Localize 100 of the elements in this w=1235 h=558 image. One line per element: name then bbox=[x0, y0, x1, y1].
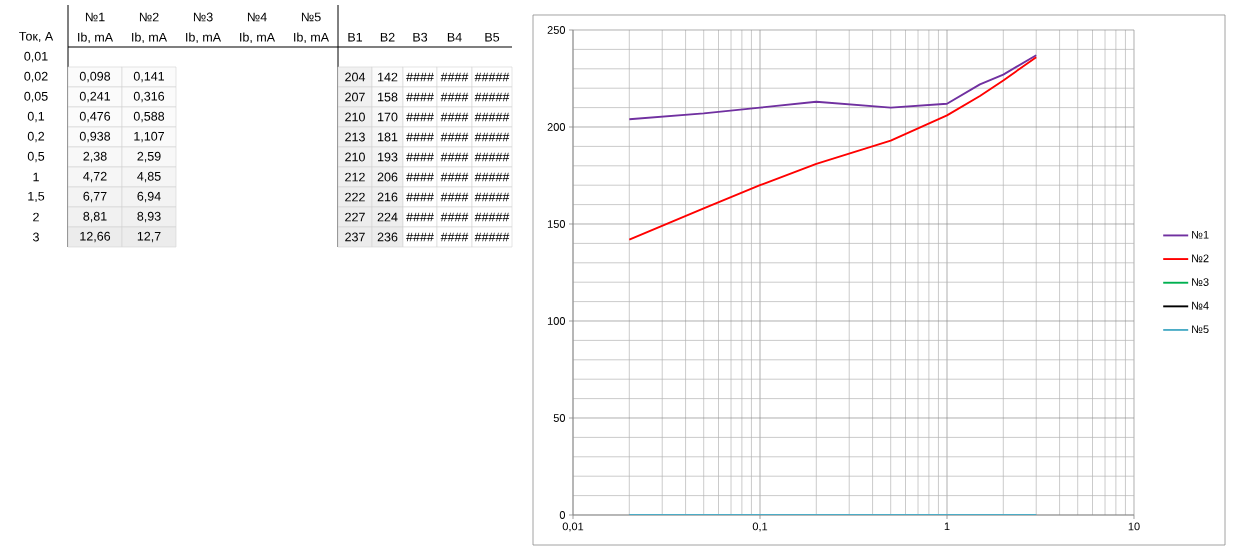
x-tick-label: 1 bbox=[944, 522, 950, 531]
y-tick-label: 0 bbox=[559, 511, 566, 519]
text: #### bbox=[440, 112, 469, 122]
data-label: 206 bbox=[377, 172, 398, 182]
x-tick-label: 10 bbox=[1128, 522, 1140, 531]
text: ##### bbox=[474, 192, 510, 202]
text: #### bbox=[406, 232, 434, 242]
x-tick-label: B1 bbox=[348, 32, 363, 42]
y-tick-label: 0,01 bbox=[24, 51, 48, 63]
legend-label: №2 bbox=[1192, 254, 1209, 263]
y-tick-label: 250 bbox=[547, 26, 566, 34]
y-tick-label: 1,5 bbox=[28, 191, 45, 203]
x-tick-label: Ib, mA bbox=[78, 32, 114, 44]
legend-label: №5 bbox=[1192, 325, 1209, 334]
y-tick-label: 3 bbox=[33, 232, 39, 242]
text: №3 bbox=[193, 12, 213, 22]
text: №2 bbox=[139, 12, 159, 22]
text: #### bbox=[406, 92, 434, 102]
data-label: 193 bbox=[378, 152, 398, 162]
data-label: 0,141 bbox=[133, 71, 165, 83]
data-label: 222 bbox=[345, 192, 365, 202]
text: #### bbox=[406, 192, 434, 202]
text: №5 bbox=[301, 12, 321, 22]
data-label: 236 bbox=[377, 232, 398, 242]
text: #### bbox=[440, 172, 469, 182]
data-label: 142 bbox=[378, 72, 398, 82]
text: #### bbox=[440, 232, 469, 242]
text: ##### bbox=[474, 72, 510, 82]
legend-label: №3 bbox=[1192, 278, 1209, 286]
y-tick-label: 50 bbox=[553, 414, 566, 422]
text: #### bbox=[406, 112, 434, 122]
text: #### bbox=[406, 172, 434, 182]
data-label: 0,098 bbox=[79, 71, 111, 83]
data-label: 227 bbox=[345, 212, 365, 222]
y-tick-label: 100 bbox=[547, 317, 566, 325]
text: ##### bbox=[474, 112, 510, 122]
legend-label: №4 bbox=[1192, 301, 1209, 310]
data-label: 4,72 bbox=[83, 171, 107, 183]
data-label: 224 bbox=[377, 212, 398, 222]
data-label: 0,938 bbox=[79, 131, 111, 143]
x-tick-label: 0,01 bbox=[562, 522, 584, 532]
text: ##### bbox=[474, 172, 510, 182]
data-label: 2,38 bbox=[83, 151, 107, 163]
legend-label: №1 bbox=[1192, 230, 1209, 239]
data-label: 0,588 bbox=[133, 111, 165, 123]
text: ##### bbox=[474, 212, 510, 222]
data-label: 2,59 bbox=[137, 151, 161, 163]
y-tick-label: 0,02 bbox=[24, 71, 48, 83]
data-label: 170 bbox=[378, 112, 398, 122]
x-tick-label: B2 bbox=[380, 32, 395, 42]
text: №4 bbox=[247, 12, 267, 22]
x-tick-label: B4 bbox=[447, 32, 462, 42]
x-tick-label: Ib, mA bbox=[186, 32, 222, 44]
y-tick-label: 0,5 bbox=[27, 151, 45, 163]
data-label: 210 bbox=[345, 152, 365, 162]
y-tick-label: 150 bbox=[547, 220, 566, 228]
data-label: 6,77 bbox=[83, 191, 107, 203]
text: #### bbox=[440, 192, 469, 202]
y-axis-title: Ток, A bbox=[19, 31, 54, 43]
y-tick-label: 0,2 bbox=[27, 131, 45, 143]
data-label: 4,85 bbox=[137, 171, 161, 183]
text: ##### bbox=[474, 132, 510, 142]
text: ##### bbox=[474, 232, 510, 242]
data-label: 12,7 bbox=[137, 231, 161, 243]
data-label: 213 bbox=[345, 132, 365, 142]
data-label: 8,81 bbox=[83, 211, 107, 223]
data-label: 207 bbox=[345, 92, 365, 102]
data-label: 12,66 bbox=[80, 231, 111, 243]
x-tick-label: B5 bbox=[485, 32, 500, 42]
data-label: 158 bbox=[378, 92, 398, 102]
text: ##### bbox=[474, 152, 510, 162]
text: #### bbox=[440, 72, 469, 82]
data-label: 237 bbox=[345, 232, 365, 242]
data-label: 1,107 bbox=[134, 131, 165, 143]
x-tick-label: Ib, mA bbox=[132, 32, 168, 44]
data-label: 0,316 bbox=[133, 91, 165, 103]
y-tick-label: 2 bbox=[33, 212, 39, 222]
data-label: 0,476 bbox=[79, 111, 111, 123]
text: #### bbox=[440, 212, 469, 222]
x-tick-label: Ib, mA bbox=[294, 32, 330, 44]
data-label: 8,93 bbox=[137, 211, 161, 223]
data-label: 6,94 bbox=[137, 191, 161, 203]
text: #### bbox=[406, 212, 434, 222]
y-tick-label: 200 bbox=[547, 123, 566, 131]
data-label: 212 bbox=[345, 172, 365, 182]
y-tick-label: 0,1 bbox=[27, 111, 45, 123]
data-label: 210 bbox=[345, 112, 365, 122]
data-label: 216 bbox=[377, 192, 398, 202]
text: #### bbox=[440, 92, 469, 102]
text: #### bbox=[440, 132, 469, 142]
text: #### bbox=[406, 152, 434, 162]
data-label: 181 bbox=[378, 132, 398, 142]
y-tick-label: 1 bbox=[33, 172, 39, 182]
text: ##### bbox=[474, 92, 510, 102]
x-tick-label: B3 bbox=[413, 32, 428, 42]
y-tick-label: 0,05 bbox=[24, 91, 48, 103]
text: #### bbox=[406, 132, 434, 142]
text: #### bbox=[440, 152, 469, 162]
text: #### bbox=[406, 72, 434, 82]
text: №1 bbox=[85, 12, 105, 22]
